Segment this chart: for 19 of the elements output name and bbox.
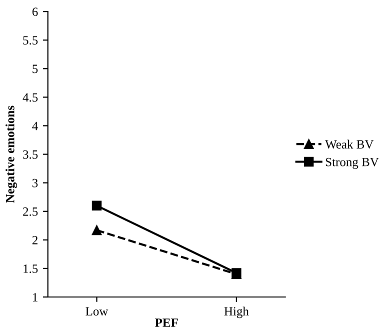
- y-tick-label: 4.5: [22, 93, 38, 102]
- y-tick-label: 1: [33, 293, 38, 302]
- x-axis-title: PEF: [155, 318, 178, 327]
- y-tick-label: 6: [32, 8, 38, 16]
- x-tick-label: High: [224, 306, 249, 318]
- x-tick-label: Low: [86, 307, 108, 316]
- y-tick-label: 3: [32, 178, 38, 188]
- y-axis-title: Negative emotions: [6, 106, 17, 203]
- y-tick-label: 1.5: [24, 264, 38, 273]
- y-tick-label: 2.5: [23, 207, 38, 216]
- y-tick-label: 4: [32, 122, 38, 130]
- y-tick-label: 5.5: [23, 36, 38, 45]
- y-tick-label: 3.5: [23, 150, 38, 159]
- legend-label: Weak BV: [325, 140, 374, 149]
- point: [92, 225, 102, 236]
- legend-label: Strong BV: [326, 158, 379, 169]
- y-tick-label: 5: [32, 64, 38, 74]
- y-tick-label: 2: [32, 236, 38, 244]
- point: [92, 200, 102, 211]
